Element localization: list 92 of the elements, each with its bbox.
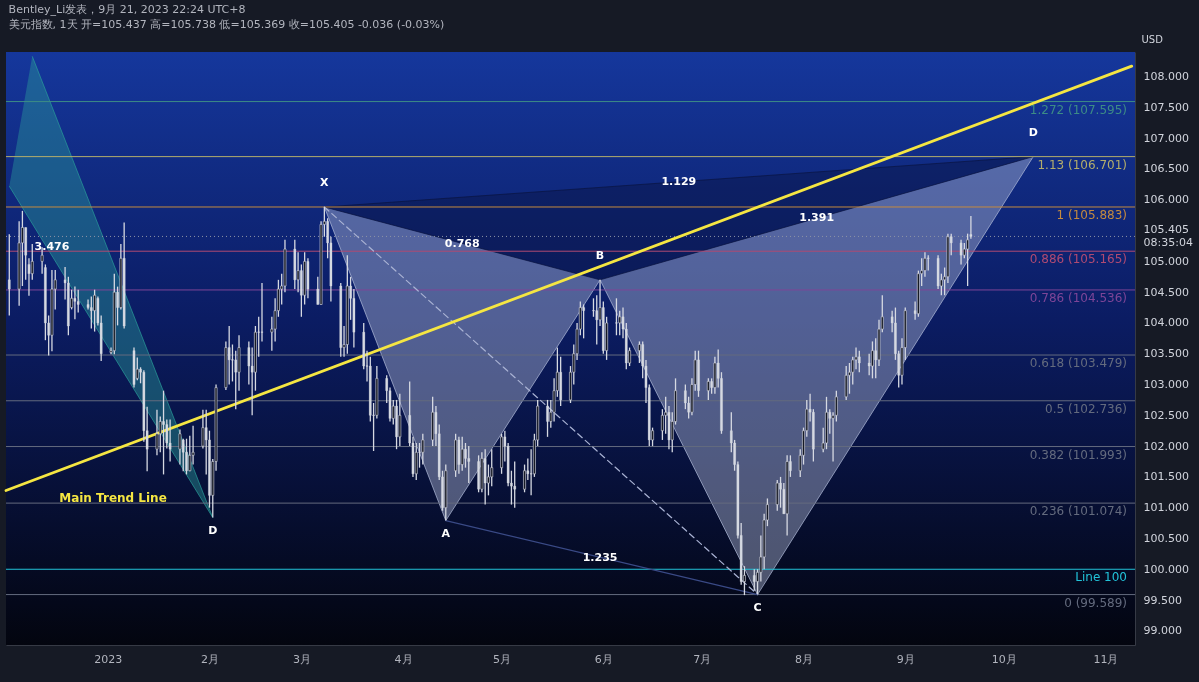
candlestick — [90, 295, 93, 330]
x-tick-label: 4月 — [394, 652, 413, 666]
candlestick — [753, 568, 756, 592]
series-label: Main Trend Line — [59, 491, 167, 506]
y-tick-label: 107.500 — [1143, 100, 1189, 114]
x-tick-label: 2月 — [200, 652, 219, 666]
y-tick-label: 106.000 — [1143, 193, 1189, 207]
candlestick — [592, 297, 595, 318]
y-tick-label: 99.000 — [1143, 624, 1182, 638]
y-tick-label: 101.000 — [1143, 501, 1189, 515]
y-tick-label: 102.000 — [1143, 439, 1189, 453]
x-tick-label: 11月 — [1093, 652, 1119, 666]
annotation: 1.129 — [661, 174, 697, 188]
candlestick — [168, 418, 172, 463]
annotation: C — [753, 600, 762, 614]
y-tick-label: 99.500 — [1143, 593, 1182, 607]
candlestick — [638, 340, 641, 364]
annotation: A — [441, 526, 451, 540]
ref-line-label: 0.786 (104.536) — [1029, 290, 1127, 305]
annotation: D — [1028, 125, 1038, 139]
annotation: 3.476 — [34, 240, 70, 254]
candlestick — [414, 442, 418, 481]
chart-title: Bentley_Li发表，9月 21, 2023 22:24 UTC+8 — [8, 3, 246, 16]
y-tick-label: 103.500 — [1143, 347, 1189, 361]
y-tick-label: 101.500 — [1143, 470, 1189, 484]
candlestick — [844, 365, 848, 401]
candlestick — [155, 409, 159, 456]
x-tick-label: 7月 — [693, 652, 712, 666]
ref-line-label: Line 100 — [1075, 570, 1127, 585]
y-tick-label: 100.500 — [1143, 531, 1189, 545]
candlestick — [460, 436, 464, 472]
x-tick-label: 5月 — [493, 652, 512, 666]
y-tick-label: 102.500 — [1143, 408, 1189, 422]
ref-line-label: 1 (105.883) — [1056, 207, 1127, 222]
x-tick-label: 9月 — [896, 652, 915, 666]
annotation: X — [320, 175, 330, 189]
annotation: B — [595, 248, 605, 262]
candlestick — [162, 390, 165, 476]
candlestick — [775, 479, 779, 512]
candlestick — [595, 294, 599, 346]
ref-line-label: 1.272 (107.595) — [1029, 102, 1127, 117]
candlestick — [178, 428, 182, 466]
chart-subtitle: 美元指数, 1天 开=105.437 高=105.738 低=105.369 收=105.405 -0.036 (-0.03%) — [8, 18, 445, 31]
candlestick — [706, 377, 710, 401]
candlestick — [296, 251, 300, 293]
candlestick — [8, 233, 11, 317]
y-tick-label: 108.000 — [1143, 70, 1189, 84]
ref-line-label: 0.5 (102.736) — [1045, 401, 1127, 416]
y-tick-label: 104.000 — [1143, 316, 1189, 330]
x-tick-label: 8月 — [795, 652, 814, 666]
annotation: D — [208, 523, 218, 537]
candlestick — [500, 433, 503, 475]
candlestick — [697, 350, 700, 398]
candlestick — [227, 325, 231, 386]
candlestick — [615, 297, 618, 336]
y-tick-label: 100.000 — [1143, 562, 1189, 576]
candlestick — [477, 454, 480, 493]
y-tick-label: 106.500 — [1143, 162, 1189, 176]
annotation: 1.391 — [799, 211, 835, 225]
candlestick — [421, 433, 425, 466]
candlestick — [513, 460, 516, 509]
candlestick — [467, 445, 471, 484]
ref-line-label: 0 (99.589) — [1064, 595, 1127, 610]
candlestick — [231, 343, 234, 383]
candlestick — [546, 399, 549, 438]
x-tick-label: 2023 — [94, 652, 123, 666]
y-tick-label: 103.000 — [1143, 378, 1189, 392]
x-tick-label: 10月 — [991, 652, 1017, 666]
candlestick — [582, 303, 585, 339]
ref-line-label: 0.618 (103.479) — [1029, 356, 1127, 371]
candlestick — [185, 438, 188, 476]
ref-line-label: 0.886 (105.165) — [1029, 252, 1127, 267]
y-axis-title: USD — [1141, 33, 1164, 45]
y-tick-label: 105.000 — [1143, 254, 1189, 268]
ref-line-label: 0.236 (101.074) — [1029, 504, 1127, 519]
candlestick — [871, 340, 874, 380]
candlestick — [398, 393, 402, 447]
ref-line-label: 0.382 (101.993) — [1029, 447, 1127, 462]
candlestick — [867, 353, 871, 376]
ref-line-label: 1.13 (106.701) — [1037, 157, 1127, 172]
candlestick — [825, 396, 828, 450]
y-tick-label: 104.500 — [1143, 285, 1189, 299]
candlestick — [966, 233, 970, 287]
candlestick — [858, 350, 861, 373]
annotation: 1.235 — [582, 550, 618, 564]
y-tick-label: 105.405 08:35:04 — [1143, 223, 1193, 250]
annotation: 0.768 — [444, 236, 480, 250]
candlestick — [27, 257, 31, 297]
y-tick-label: 107.000 — [1143, 131, 1189, 145]
candlestick — [73, 285, 77, 320]
x-tick-label: 6月 — [594, 652, 613, 666]
x-tick-label: 3月 — [292, 652, 311, 666]
